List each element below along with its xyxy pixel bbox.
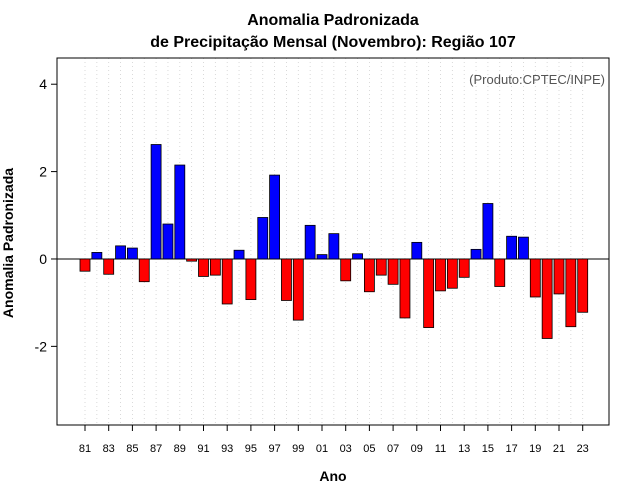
bar-92: [209, 258, 221, 276]
bar-06: [375, 258, 387, 276]
bar-12: [446, 258, 458, 289]
bar-00: [304, 224, 316, 260]
x-tick-label: 15: [482, 443, 494, 455]
bar-14: [470, 248, 482, 260]
x-tick-label: 85: [126, 443, 138, 455]
x-tick-label: 23: [577, 443, 589, 455]
bar-13: [458, 258, 470, 278]
bar-19: [529, 258, 541, 298]
bars: [79, 144, 589, 339]
x-tick-label: 17: [505, 443, 517, 455]
bar-96: [257, 217, 269, 260]
y-axis-label: Anomalia Padronizada: [0, 168, 16, 318]
bar-17: [506, 235, 518, 260]
x-tick-label: 19: [529, 443, 541, 455]
bar-01: [316, 254, 328, 260]
x-tick-label: 95: [245, 443, 257, 455]
annotation-text: (Produto:CPTEC/INPE): [469, 72, 605, 87]
x-tick-label: 07: [387, 443, 399, 455]
x-tick-label: 89: [174, 443, 186, 455]
x-tick-label: 87: [150, 443, 162, 455]
bar-04: [352, 253, 363, 260]
bar-15: [482, 203, 494, 260]
bar-95: [245, 258, 257, 301]
x-tick-label: 05: [363, 443, 375, 455]
bar-84: [115, 245, 126, 260]
bar-87: [150, 144, 162, 260]
bar-08: [399, 258, 411, 319]
bar-81: [79, 258, 91, 272]
x-tick-label: 97: [268, 443, 280, 455]
y-tick-label: 4: [39, 76, 47, 92]
x-axis-label: Ano: [319, 468, 346, 484]
bar-07: [387, 258, 399, 285]
bar-02: [328, 233, 340, 260]
x-tick-label: 03: [340, 443, 352, 455]
y-tick-label: -2: [35, 338, 48, 354]
bar-90: [186, 258, 198, 262]
chart-title-line2: de Precipitação Mensal (Novembro): Regiã…: [150, 34, 516, 51]
x-tick-label: 01: [316, 443, 328, 455]
bar-22: [565, 258, 577, 328]
bar-21: [553, 258, 565, 295]
bar-93: [221, 258, 233, 305]
bar-16: [494, 258, 506, 287]
bar-85: [127, 247, 138, 260]
x-axis: 81 83 85 87 89 91 93 95 97 99 01 03 05 07 09 11 13 15 17 19…: [79, 425, 589, 455]
plot-frame: [56, 57, 610, 426]
bar-88: [162, 223, 174, 260]
bar-98: [281, 258, 292, 301]
bar-20: [541, 258, 553, 339]
x-tick-label: 81: [79, 443, 91, 455]
bar-03: [340, 258, 352, 282]
bar-23: [577, 258, 589, 313]
y-tick-label: 2: [39, 164, 47, 180]
bar-97: [269, 174, 281, 260]
bar-94: [233, 249, 245, 260]
chart-title-line1: Anomalia Padronizada: [247, 12, 419, 29]
y-tick-label: 0: [39, 251, 47, 267]
bar-86: [138, 258, 150, 283]
x-tick-label: 21: [553, 443, 565, 455]
bar-09: [411, 241, 423, 260]
y-axis: -2 0 2 4: [35, 76, 57, 354]
bar-10: [423, 258, 435, 328]
bar-91: [198, 258, 209, 277]
bar-11: [435, 258, 446, 292]
x-tick-label: 09: [411, 443, 423, 455]
x-tick-label: 13: [458, 443, 470, 455]
bar-83: [103, 258, 115, 275]
x-tick-label: 83: [103, 443, 115, 455]
x-tick-label: 99: [292, 443, 304, 455]
bar-89: [174, 164, 186, 260]
bar-82: [91, 252, 103, 260]
x-tick-label: 11: [435, 443, 446, 455]
x-tick-label: 93: [221, 443, 233, 455]
bar-99: [292, 258, 304, 321]
bar-18: [518, 236, 529, 260]
x-tick-label: 91: [197, 443, 209, 455]
bar-05: [363, 258, 375, 293]
